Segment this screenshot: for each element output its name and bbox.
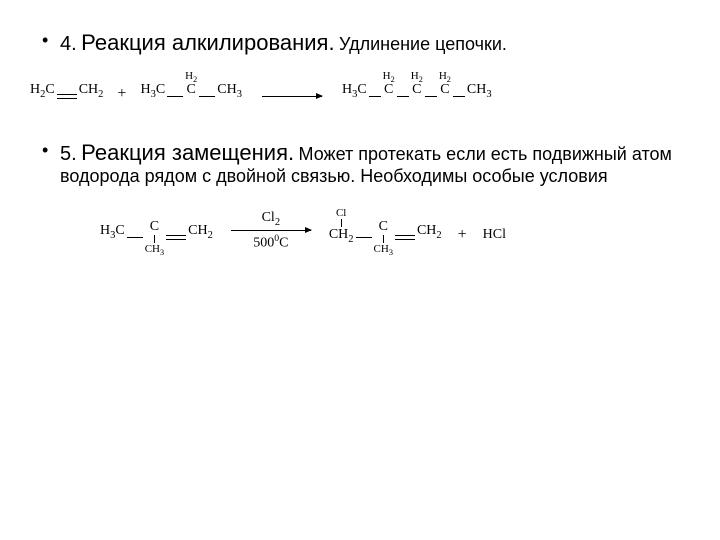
- p-h2d: H: [439, 70, 447, 82]
- plus-sign: +: [117, 85, 126, 103]
- bond-icon: [397, 96, 409, 97]
- p2b-ch3: CH: [374, 243, 389, 255]
- p2a-ch2-sub: 2: [348, 234, 353, 245]
- r2a-c: C: [115, 223, 124, 238]
- p2a-ch2: CH: [329, 227, 348, 242]
- bullet-5: 5. Реакция замещения. Может протекать ес…: [60, 140, 680, 187]
- item5-number: 5.: [60, 143, 77, 165]
- vbond-icon: [383, 235, 384, 243]
- r2-h2: H: [185, 70, 193, 82]
- r2a-h3: H: [100, 223, 110, 238]
- r2b-ch3-sub: 3: [160, 248, 164, 257]
- p2b-c: C: [379, 219, 388, 235]
- r1-c1: C: [45, 82, 54, 97]
- bond-icon: [453, 96, 465, 97]
- vbond-icon: [154, 235, 155, 243]
- p2b-ch3-sub: 3: [389, 248, 393, 257]
- bullet-4: 4. Реакция алкилирования. Удлинение цепо…: [60, 30, 680, 56]
- p-h2c: H: [411, 70, 419, 82]
- reaction-2: H3C C CH3 CH2 Cl2 5000C Cl CH2: [100, 207, 680, 255]
- bond-icon: [199, 96, 215, 97]
- p-ch3: CH: [467, 82, 486, 97]
- r1-ch: CH: [79, 82, 98, 97]
- bond-icon: [356, 237, 372, 238]
- r2b-ch3: CH: [145, 243, 160, 255]
- ethylene: H2C CH2: [30, 70, 103, 110]
- p2c-ch2-sub: 2: [436, 230, 441, 241]
- p2a-cl: Cl: [336, 207, 346, 219]
- r2-h3: H: [140, 82, 150, 97]
- propane: H3C H2 C CH3: [140, 70, 242, 110]
- pentane: H3C H2C H2C H2C CH3: [342, 70, 492, 110]
- p-c4: C: [440, 82, 449, 98]
- r2-c2: C: [187, 82, 196, 98]
- cond-cl2-sub: 2: [275, 217, 280, 228]
- bond-icon: [425, 96, 437, 97]
- cond-c: C: [279, 236, 288, 251]
- reaction-arrow-icon: [231, 230, 311, 231]
- p-c2: C: [384, 82, 393, 98]
- p-c1: C: [357, 82, 366, 97]
- p-h2b: H: [383, 70, 391, 82]
- cond-cl2: Cl: [262, 210, 275, 225]
- p-c3: C: [412, 82, 421, 98]
- bond-icon: [167, 96, 183, 97]
- p-ch3-sub: 3: [486, 89, 491, 100]
- plus-sign: +: [458, 226, 467, 244]
- item4-title: Реакция алкилирования.: [81, 30, 334, 55]
- reaction-arrow-icon: [262, 96, 322, 97]
- cond-temp: 500: [253, 236, 274, 251]
- product-methallyl-chloride: Cl CH2 C CH3 CH2: [329, 207, 442, 255]
- conditions-arrow: Cl2 5000C: [231, 210, 311, 251]
- slide-content: 4. Реакция алкилирования. Удлинение цепо…: [0, 0, 720, 275]
- byproduct-hcl: HCl: [483, 227, 506, 243]
- r1-h: H: [30, 82, 40, 97]
- item5-title: Реакция замещения.: [81, 140, 294, 165]
- r2-ch3-sub: 3: [237, 89, 242, 100]
- reaction-1: H2C CH2 + H3C H2 C CH3 H3C H2C H2C: [30, 70, 680, 110]
- bond-icon: [127, 237, 143, 238]
- bond-icon: [369, 96, 381, 97]
- r1-ch-sub: 2: [98, 89, 103, 100]
- vbond-icon: [341, 219, 342, 227]
- p2c-ch2: CH: [417, 223, 436, 238]
- r2b-c: C: [150, 219, 159, 235]
- p-h3: H: [342, 82, 352, 97]
- item4-sub: Удлинение цепочки.: [339, 34, 507, 54]
- r2c-ch2-sub: 2: [208, 230, 213, 241]
- r2-c1: C: [156, 82, 165, 97]
- r2-ch3: CH: [217, 82, 236, 97]
- isobutylene: H3C C CH3 CH2: [100, 207, 213, 255]
- r2c-ch2: CH: [188, 223, 207, 238]
- item4-number: 4.: [60, 33, 77, 55]
